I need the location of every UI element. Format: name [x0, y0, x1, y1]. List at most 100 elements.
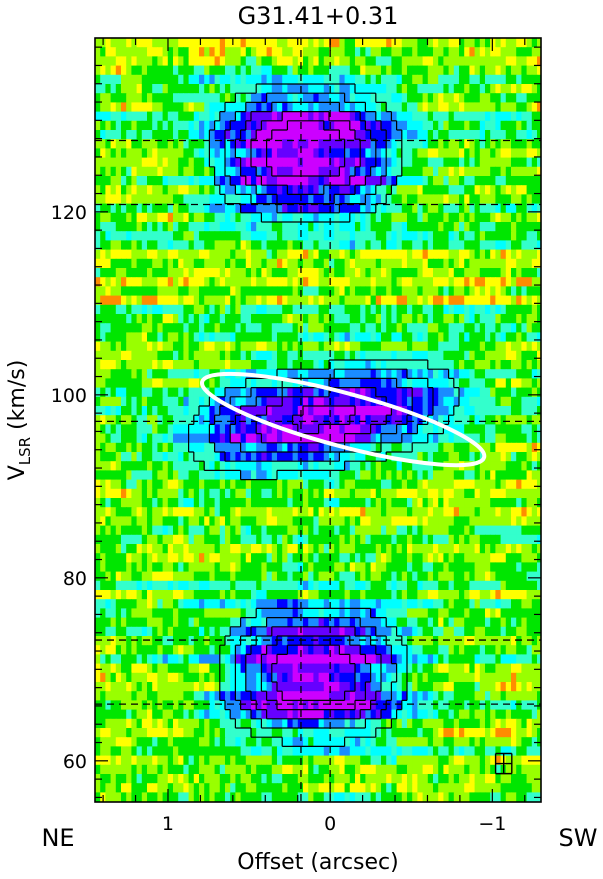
heat-cell — [157, 553, 164, 563]
heat-cell — [152, 433, 158, 444]
heat-cell — [360, 498, 366, 508]
heat-cell — [474, 148, 481, 159]
heat-cell — [152, 212, 158, 223]
heat-cell — [443, 38, 450, 48]
heat-cell — [464, 525, 470, 536]
heat-cell — [422, 157, 429, 168]
heat-cell — [505, 470, 512, 481]
heat-cell — [433, 240, 439, 251]
heat-cell — [251, 65, 257, 76]
heat-cell — [214, 120, 221, 131]
heat-cell — [199, 442, 205, 453]
heat-cell — [531, 231, 538, 241]
heat-cell — [360, 360, 366, 370]
heat-cell — [349, 84, 356, 94]
heat-cell — [459, 488, 465, 499]
heat-cell — [162, 157, 169, 168]
heat-cell — [443, 166, 450, 177]
heat-cell — [370, 130, 377, 140]
heat-cell — [214, 562, 221, 573]
heat-cell — [526, 470, 533, 481]
heat-cell — [401, 84, 408, 94]
heat-cell — [355, 461, 361, 471]
heat-cell — [370, 470, 377, 481]
heat-cell — [95, 332, 101, 343]
heat-cell — [511, 378, 517, 389]
heat-cell — [438, 286, 444, 297]
heat-cell — [375, 442, 382, 453]
heat-cell — [225, 240, 231, 251]
heat-cell — [505, 479, 512, 490]
heat-cell — [344, 157, 351, 168]
heat-cell — [245, 102, 252, 113]
heat-cell — [323, 525, 330, 536]
heat-cell — [287, 249, 294, 260]
heat-cell — [152, 406, 158, 416]
heat-cell — [147, 47, 153, 57]
heat-cell — [162, 415, 169, 425]
heat-cell — [370, 222, 377, 232]
heat-cell — [370, 498, 377, 508]
heat-cell — [277, 488, 283, 499]
heat-cell — [323, 65, 330, 76]
heat-cell — [417, 203, 424, 214]
heat-cell — [162, 461, 169, 471]
heat-cell — [469, 452, 476, 462]
heat-cell — [313, 194, 320, 205]
heat-cell — [121, 111, 127, 122]
heat-cell — [178, 341, 184, 352]
heat-cell — [157, 525, 164, 536]
heat-cell — [401, 102, 408, 113]
heat-cell — [152, 488, 158, 499]
heat-cell — [537, 56, 541, 67]
heat-cell — [500, 120, 507, 131]
heat-cell — [110, 498, 117, 508]
heat-cell — [505, 157, 512, 168]
heat-cell — [433, 295, 439, 306]
heat-cell — [537, 525, 541, 536]
heat-cell — [474, 350, 481, 361]
heat-cell — [131, 544, 138, 554]
heat-cell — [464, 249, 470, 260]
heat-cell — [339, 231, 346, 241]
heat-cell — [526, 295, 533, 306]
heat-cell — [95, 120, 101, 131]
heat-cell — [261, 231, 268, 241]
heat-cell — [303, 452, 309, 462]
heat-cell — [209, 139, 216, 149]
heat-cell — [131, 148, 138, 159]
heat-cell — [282, 277, 288, 287]
heat-cell — [162, 314, 169, 324]
heat-cell — [485, 84, 491, 94]
heat-cell — [433, 507, 439, 517]
heat-cell — [95, 166, 101, 177]
heat-cell — [396, 562, 403, 573]
heat-cell — [453, 268, 460, 278]
heat-cell — [355, 84, 361, 94]
heat-cell — [188, 286, 195, 297]
heat-cell — [131, 203, 138, 214]
heat-cell — [126, 74, 132, 85]
heat-cell — [209, 286, 216, 297]
heat-cell — [183, 277, 190, 287]
heat-cell — [422, 240, 429, 251]
heat-cell — [282, 185, 288, 195]
heat-cell — [386, 323, 392, 333]
heat-cell — [230, 479, 236, 490]
heat-cell — [277, 249, 283, 260]
heat-cell — [313, 507, 320, 517]
heat-cell — [251, 84, 257, 94]
heat-cell — [526, 387, 533, 398]
heat-cell — [266, 544, 273, 554]
heat-cell — [225, 332, 231, 343]
heat-cell — [167, 534, 174, 545]
heat-cell — [531, 166, 538, 177]
heat-cell — [469, 516, 476, 527]
heat-cell — [490, 157, 496, 168]
heat-cell — [531, 176, 538, 186]
heat-cell — [230, 286, 236, 297]
heat-cell — [303, 157, 309, 168]
heat-cell — [308, 332, 314, 343]
heat-cell — [386, 341, 392, 352]
heat-cell — [147, 157, 153, 168]
